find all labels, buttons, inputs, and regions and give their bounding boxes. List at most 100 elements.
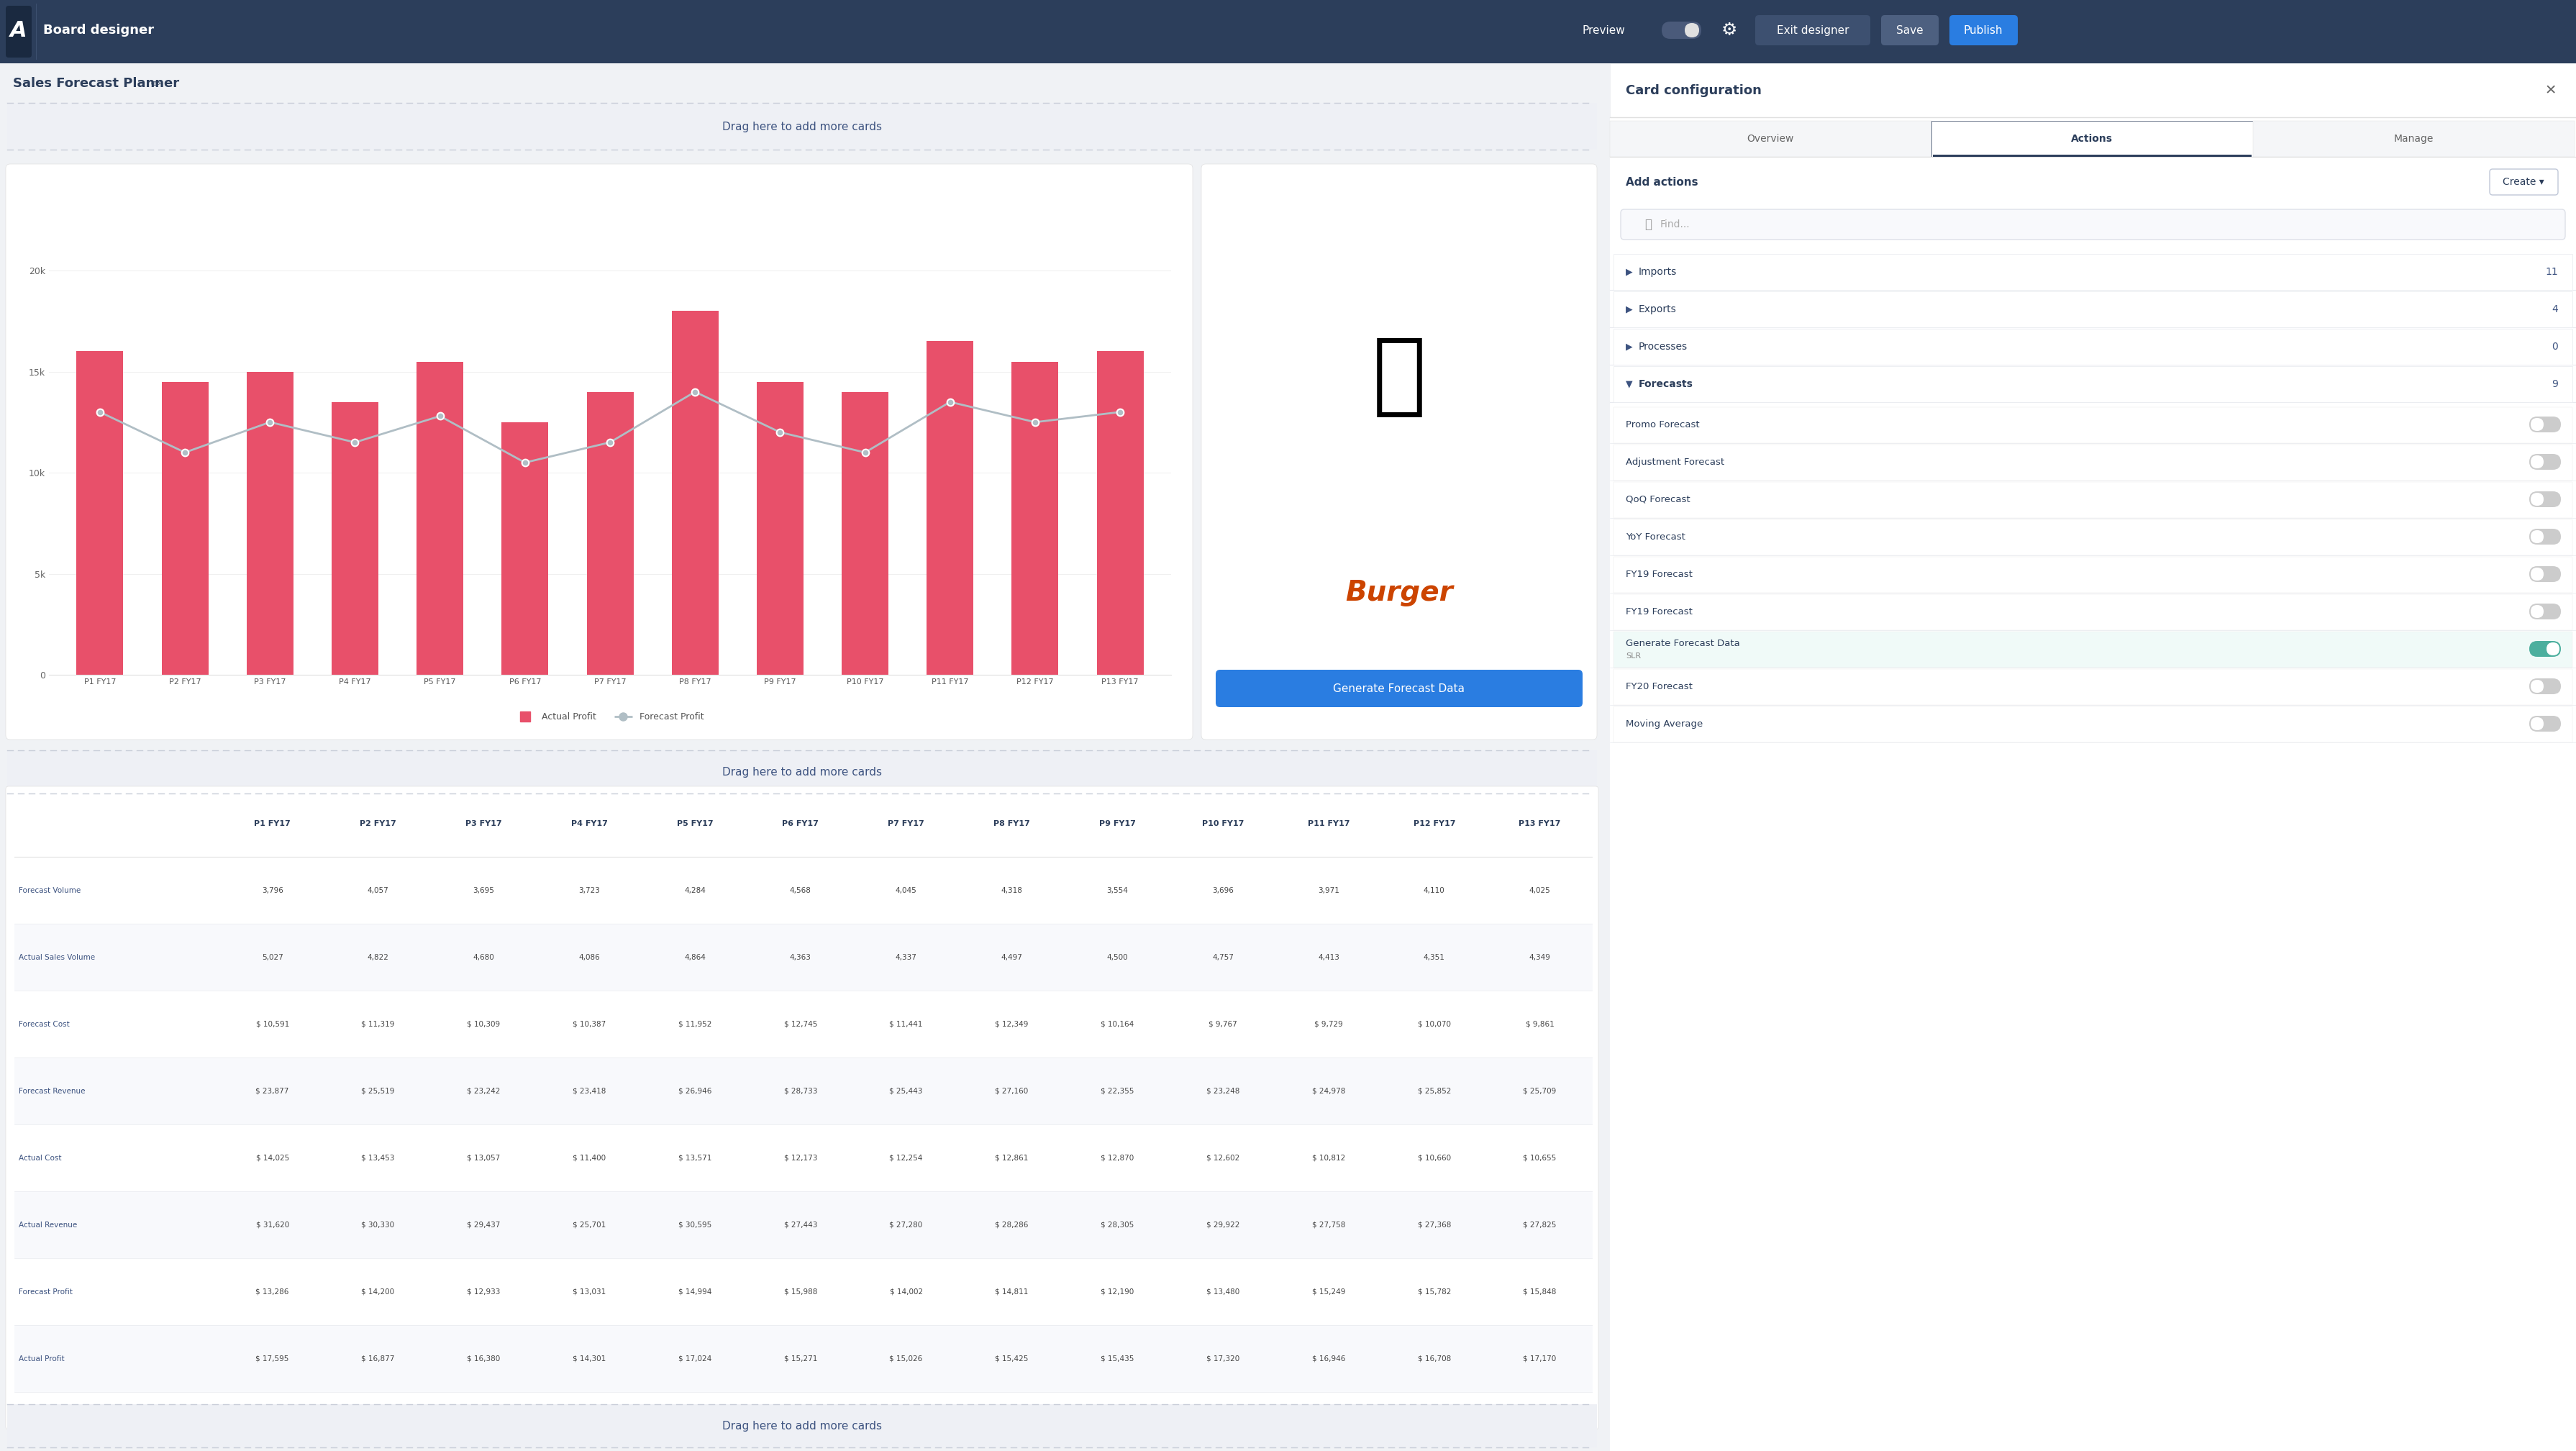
- Bar: [162, 382, 209, 675]
- Bar: [757, 382, 804, 675]
- Text: $ 30,595: $ 30,595: [677, 1222, 711, 1229]
- Text: $ 14,994: $ 14,994: [677, 1288, 711, 1296]
- Text: 3,696: 3,696: [1213, 887, 1234, 894]
- Text: $ 26,946: $ 26,946: [677, 1087, 711, 1094]
- FancyBboxPatch shape: [2530, 605, 2543, 618]
- Text: $ 25,852: $ 25,852: [1417, 1087, 1450, 1094]
- Text: 🍔: 🍔: [1373, 332, 1427, 419]
- Legend: Actual Profit, Forecast Profit: Actual Profit, Forecast Profit: [513, 710, 708, 726]
- Text: SLR: SLR: [1625, 653, 1641, 660]
- Text: $ 27,368: $ 27,368: [1417, 1222, 1450, 1229]
- Text: Drag here to add more cards: Drag here to add more cards: [721, 766, 881, 778]
- Text: $ 12,254: $ 12,254: [889, 1155, 922, 1162]
- Text: 4,349: 4,349: [1530, 953, 1551, 961]
- Text: FY19 Forecast: FY19 Forecast: [1625, 569, 1692, 579]
- FancyBboxPatch shape: [2530, 604, 2561, 620]
- Text: FY20 Forecast: FY20 Forecast: [1625, 682, 1692, 691]
- FancyBboxPatch shape: [2530, 456, 2543, 469]
- Text: 4,025: 4,025: [1530, 887, 1551, 894]
- Text: Moving Average: Moving Average: [1625, 720, 1703, 728]
- Bar: [8, 750, 1597, 794]
- Text: Overview: Overview: [1747, 133, 1793, 144]
- FancyBboxPatch shape: [5, 164, 1193, 740]
- Bar: [0, 0, 2576, 64]
- FancyBboxPatch shape: [1950, 15, 2017, 45]
- Text: 0: 0: [2553, 341, 2558, 351]
- Text: Generate Forecast Data: Generate Forecast Data: [1625, 638, 1739, 647]
- Bar: [672, 311, 719, 675]
- Text: Card configuration: Card configuration: [1625, 84, 1762, 97]
- Text: Actions: Actions: [2071, 133, 2112, 144]
- FancyBboxPatch shape: [1200, 164, 1597, 740]
- Text: 4,363: 4,363: [791, 953, 811, 961]
- Text: $ 17,320: $ 17,320: [1206, 1355, 1239, 1362]
- Text: 3,796: 3,796: [263, 887, 283, 894]
- Text: $ 10,655: $ 10,655: [1522, 1155, 1556, 1162]
- Text: $ 12,861: $ 12,861: [994, 1155, 1028, 1162]
- Text: $ 28,305: $ 28,305: [1100, 1222, 1133, 1229]
- Text: FY19 Forecast: FY19 Forecast: [1625, 607, 1692, 617]
- Text: $ 25,519: $ 25,519: [361, 1087, 394, 1094]
- Text: 4,413: 4,413: [1319, 953, 1340, 961]
- Text: $ 12,870: $ 12,870: [1100, 1155, 1133, 1162]
- Text: 4,110: 4,110: [1425, 887, 1445, 894]
- Text: $ 14,301: $ 14,301: [572, 1355, 605, 1362]
- Text: Adjustment Forecast: Adjustment Forecast: [1625, 457, 1723, 467]
- Text: Save: Save: [1896, 25, 1924, 36]
- Text: 4,568: 4,568: [791, 887, 811, 894]
- Text: $ 12,745: $ 12,745: [783, 1020, 817, 1027]
- Text: $ 13,571: $ 13,571: [677, 1155, 711, 1162]
- Text: $ 10,309: $ 10,309: [466, 1020, 500, 1027]
- Text: $ 12,602: $ 12,602: [1206, 1155, 1239, 1162]
- Text: $ 13,057: $ 13,057: [466, 1155, 500, 1162]
- Text: 3,695: 3,695: [474, 887, 495, 894]
- Bar: [8, 1405, 1597, 1448]
- FancyBboxPatch shape: [2530, 681, 2543, 692]
- Text: Forecast Volume: Forecast Volume: [18, 887, 80, 894]
- Bar: [247, 371, 294, 675]
- Text: $ 25,701: $ 25,701: [572, 1222, 605, 1229]
- Bar: [332, 402, 379, 675]
- FancyBboxPatch shape: [2530, 566, 2561, 582]
- Text: 4,680: 4,680: [474, 953, 495, 961]
- FancyBboxPatch shape: [2530, 492, 2561, 508]
- Bar: [1613, 631, 2573, 667]
- Text: $ 31,620: $ 31,620: [255, 1222, 289, 1229]
- Text: 3,554: 3,554: [1108, 887, 1128, 894]
- Text: Exports: Exports: [1638, 305, 1677, 315]
- FancyBboxPatch shape: [5, 6, 31, 58]
- Text: $ 15,271: $ 15,271: [783, 1355, 817, 1362]
- Text: $ 13,031: $ 13,031: [572, 1288, 605, 1296]
- FancyBboxPatch shape: [2530, 641, 2561, 657]
- Bar: [1610, 64, 2576, 1451]
- Text: $ 16,380: $ 16,380: [466, 1355, 500, 1362]
- Text: $ 25,443: $ 25,443: [889, 1087, 922, 1094]
- Text: ▼: ▼: [1625, 380, 1633, 389]
- Text: 5,027: 5,027: [263, 953, 283, 961]
- Text: $ 27,280: $ 27,280: [889, 1222, 922, 1229]
- FancyBboxPatch shape: [1685, 23, 1700, 38]
- Text: $ 28,733: $ 28,733: [783, 1087, 817, 1094]
- Bar: [15, 924, 1592, 991]
- Text: P2 FY17: P2 FY17: [361, 820, 397, 827]
- Text: $ 30,330: $ 30,330: [361, 1222, 394, 1229]
- Text: $ 16,946: $ 16,946: [1311, 1355, 1345, 1362]
- Text: Manage: Manage: [2393, 133, 2434, 144]
- FancyBboxPatch shape: [1216, 670, 1582, 707]
- Text: P9 FY17: P9 FY17: [1100, 820, 1136, 827]
- FancyBboxPatch shape: [2530, 528, 2561, 544]
- Text: Find...: Find...: [1662, 219, 1690, 229]
- Text: $ 13,453: $ 13,453: [361, 1155, 394, 1162]
- Text: 4: 4: [2553, 305, 2558, 315]
- Text: $ 16,877: $ 16,877: [361, 1355, 394, 1362]
- Text: 4,864: 4,864: [685, 953, 706, 961]
- Text: $ 11,319: $ 11,319: [361, 1020, 394, 1027]
- Bar: [1610, 120, 1932, 157]
- Text: $ 15,782: $ 15,782: [1417, 1288, 1450, 1296]
- Text: Publish: Publish: [1963, 25, 2004, 36]
- Text: Sales Forecast Planner: Sales Forecast Planner: [13, 77, 180, 90]
- Text: A: A: [10, 20, 28, 41]
- Bar: [502, 422, 549, 675]
- Text: 4,057: 4,057: [368, 887, 389, 894]
- Text: Forecast Cost: Forecast Cost: [18, 1020, 70, 1027]
